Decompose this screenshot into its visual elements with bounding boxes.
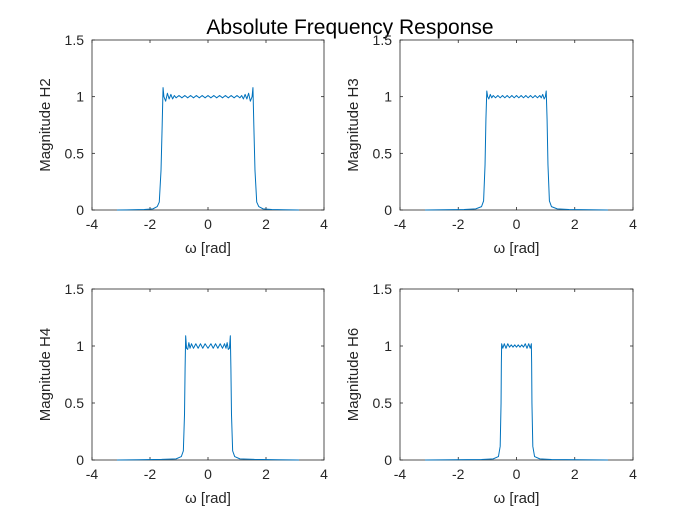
x-tick-label: 0 <box>204 216 212 232</box>
x-tick-label: -2 <box>144 216 157 232</box>
y-axis-label: Magnitude H4 <box>37 328 54 421</box>
subplot-4: -4 -2 0 2 4 0 0.5 1 1.5 ω [rad] Magnitude H6 <box>345 281 637 507</box>
x-tick-label: -4 <box>394 466 407 482</box>
y-tick-label: 0.5 <box>373 145 393 161</box>
x-tick-label: 2 <box>571 216 579 232</box>
subplot-3: -4 -2 0 2 4 0 0.5 1 1.5 ω [rad] Magnitude H4 <box>37 281 328 507</box>
x-tick-label: 4 <box>320 466 328 482</box>
x-tick-label: -4 <box>394 216 407 232</box>
y-tick-label: 1 <box>384 89 392 105</box>
x-tick-label: -4 <box>86 466 99 482</box>
y-tick-label: 1.5 <box>65 32 85 48</box>
y-tick-label: 0 <box>76 452 84 468</box>
x-tick-label: 2 <box>571 466 579 482</box>
x-tick-label: 0 <box>204 466 212 482</box>
y-axis-label: Magnitude H2 <box>37 78 54 171</box>
y-tick-label: 0.5 <box>373 395 393 411</box>
plot-area <box>399 288 634 461</box>
y-tick-label: 0.5 <box>65 145 85 161</box>
x-tick-label: 0 <box>513 466 521 482</box>
y-tick-label: 1.5 <box>65 281 85 297</box>
x-tick-label: 2 <box>262 216 270 232</box>
x-tick-label: 0 <box>513 216 521 232</box>
y-tick-label: 0.5 <box>65 395 85 411</box>
x-tick-label: -2 <box>452 216 465 232</box>
plot-area <box>91 288 325 461</box>
y-tick-label: 1 <box>384 338 392 354</box>
x-tick-label: 4 <box>320 216 328 232</box>
y-axis-label: Magnitude H6 <box>345 328 362 421</box>
series-line <box>425 343 608 461</box>
x-tick-label: 4 <box>629 216 637 232</box>
subplot-1: -4 -2 0 2 4 0 0.5 1 1.5 ω [rad] Magnitude H2 <box>37 32 328 257</box>
y-tick-label: 0 <box>384 452 392 468</box>
x-axis-label: ω [rad] <box>494 490 540 507</box>
y-tick-label: 1.5 <box>373 281 393 297</box>
y-tick-label: 1.5 <box>373 32 393 48</box>
x-axis-label: ω [rad] <box>185 490 231 507</box>
y-tick-label: 1 <box>76 89 84 105</box>
series-line <box>116 335 300 461</box>
series-line <box>425 90 608 211</box>
y-tick-label: 0 <box>76 202 84 218</box>
x-tick-label: 2 <box>262 466 270 482</box>
figure-title: Absolute Frequency Response <box>206 16 493 39</box>
x-tick-label: -2 <box>452 466 465 482</box>
subplot-2: -4 -2 0 2 4 0 0.5 1 1.5 ω [rad] Magnitude H3 <box>345 32 637 257</box>
x-axis-label: ω [rad] <box>494 240 540 257</box>
y-axis-label: Magnitude H3 <box>345 78 362 171</box>
x-tick-label: 4 <box>629 466 637 482</box>
x-tick-label: -2 <box>144 466 157 482</box>
x-tick-label: -4 <box>86 216 99 232</box>
y-tick-label: 0 <box>384 202 392 218</box>
subplot-grid: -4 -2 0 2 4 0 0.5 1 1.5 ω [rad] Magnitude H2 -4 -2 0 2… <box>37 32 637 507</box>
plot-area <box>399 39 634 211</box>
x-axis-label: ω [rad] <box>185 240 231 257</box>
plot-area <box>91 39 325 211</box>
y-tick-label: 1 <box>76 338 84 354</box>
series-line <box>116 87 300 211</box>
